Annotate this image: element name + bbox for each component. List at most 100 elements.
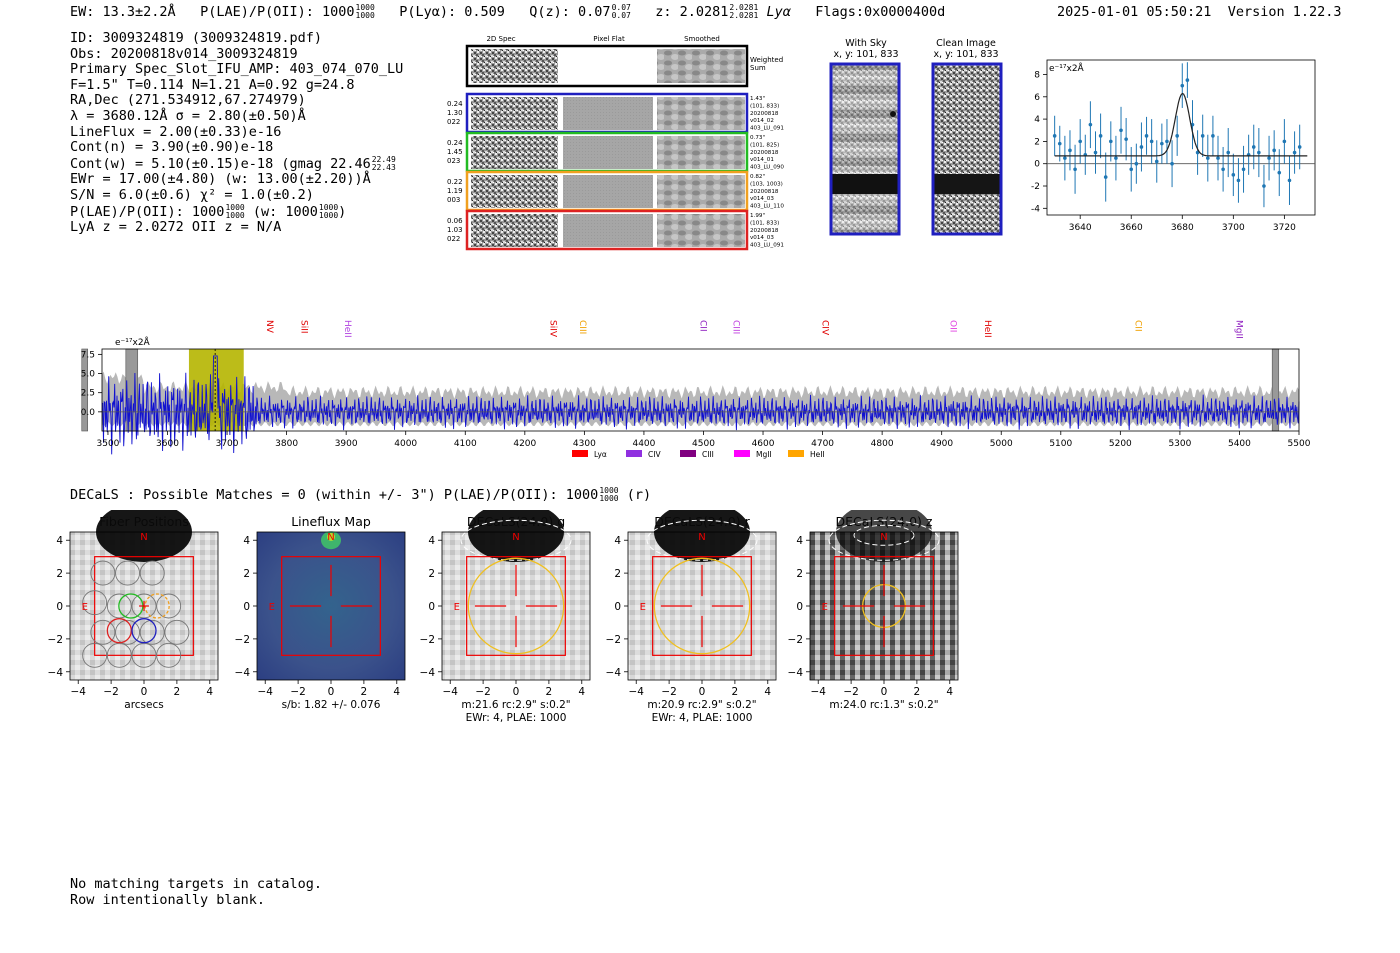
data-point — [1109, 139, 1113, 144]
plya-label: P(Lyα): — [399, 4, 457, 20]
cutout-row-right-label: (101, 833) — [750, 220, 779, 226]
cutout-row-smoothed — [657, 136, 745, 169]
plae-hi: 1000 — [355, 3, 375, 12]
cutout-row-left-label: 023 — [447, 157, 460, 165]
x-tick-label: 5200 — [1109, 439, 1132, 449]
line-label: SiII — [299, 320, 309, 334]
info-plae-close: ) — [338, 203, 347, 220]
info-plae-row: P(LAE)/P(OII): 1000 1000 1000 (w: 1000 1000… — [70, 202, 403, 221]
cutout-row-left-label: 1.45 — [447, 148, 463, 156]
cutout-row-left-label: 022 — [447, 235, 460, 243]
fiber-circle-blue — [131, 618, 157, 644]
cutout-row-left-label: 0.06 — [447, 217, 463, 225]
line-label: CIII — [577, 320, 587, 334]
info-plae-w: (w: 1000 — [252, 203, 318, 220]
z-hi: 2.0281 — [729, 3, 759, 12]
data-point — [1134, 161, 1139, 166]
data-point — [1282, 139, 1287, 144]
compass-north: N — [140, 532, 147, 543]
info-obs: Obs: 20200818v014_3009324819 — [70, 45, 298, 62]
y-tick-label: 2 — [1034, 137, 1040, 147]
y-tick-label: −4 — [48, 667, 64, 679]
x-tick-label: 4900 — [930, 439, 953, 449]
y-tick-label: 0.0 — [81, 408, 96, 418]
bright-star-halo — [836, 510, 932, 562]
fiber-circle — [164, 619, 190, 645]
masked-band — [81, 348, 89, 432]
y-tick-label: −2 — [606, 634, 621, 646]
data-point — [1068, 148, 1072, 153]
decals-summary: DECaLS : Possible Matches = 0 (within +/… — [70, 487, 599, 503]
cutout-row-right-label: (103, 1003) — [750, 181, 783, 187]
legend-label: MgII — [756, 450, 772, 459]
y-tick-label: -4 — [1031, 204, 1040, 214]
cutout-row-right-label: v014_03 — [750, 196, 774, 202]
fiber-circle — [131, 593, 157, 619]
x-tick-label: 3720 — [1273, 223, 1296, 233]
data-point — [1073, 167, 1077, 172]
info-contn: Cont(n) = 3.90(±0.90)e-18 — [70, 139, 274, 156]
y-tick-label: 2 — [796, 568, 803, 580]
y-tick-label: −2 — [788, 634, 803, 646]
y-tick-label: 0 — [243, 601, 250, 613]
search-box — [652, 556, 752, 656]
decals-caption-1: s/b: 1.82 +/- 0.076 — [282, 699, 381, 711]
decals-caption-2: EWr: 4, PLAE: 1000 — [652, 712, 753, 724]
line-label: CIV — [820, 320, 830, 336]
fiber-circle — [115, 560, 141, 586]
search-box — [466, 556, 566, 656]
y-tick-label: −4 — [420, 667, 436, 679]
x-tick-label: 0 — [141, 686, 148, 698]
qz-value: 0.07 — [578, 4, 611, 20]
cutout-row-right-label: 403_LU_091 — [750, 243, 784, 249]
clean-header: Clean Image x, y: 101, 833 — [926, 38, 1006, 60]
cutout-row-right-label: (101, 825) — [750, 142, 779, 148]
info-lambda: λ = 3680.12Å σ = 2.80(±0.50)Å — [70, 107, 306, 124]
x-tick-label: −2 — [290, 686, 305, 698]
decals-caption-2: EWr: 4, PLAE: 1000 — [466, 712, 567, 724]
timestamp: 2025-01-01 05:50:21 — [1057, 4, 1212, 20]
x-tick-label: 4 — [393, 686, 400, 698]
data-point — [1216, 156, 1220, 160]
footer-line2: Row intentionally blank. — [70, 891, 266, 908]
x-tick-label: 0 — [699, 686, 706, 698]
ew-label: EW: — [70, 4, 95, 20]
x-tick-label: 4 — [206, 686, 213, 698]
x-tick-label: 4100 — [454, 439, 477, 449]
decals-summary-lo: 1000 — [599, 494, 619, 503]
decals-summary-band: (r) — [626, 487, 652, 503]
data-point — [1124, 137, 1128, 141]
cutout-row-2d — [471, 175, 558, 208]
y-tick-label: 4 — [56, 535, 63, 547]
lineflux-peak-core — [327, 532, 335, 541]
with-sky-xy: x, y: 101, 833 — [833, 49, 899, 60]
info-plae-w-hi: 1000 — [318, 202, 339, 212]
data-point — [1165, 139, 1169, 144]
sky-images — [829, 62, 1003, 236]
y-tick-label: 0 — [796, 601, 803, 613]
compass-north: N — [698, 532, 705, 543]
x-tick-label: 5500 — [1288, 439, 1311, 449]
z-label: z: — [655, 4, 672, 20]
data-point — [1287, 178, 1292, 183]
flags: Flags:0x0000400d — [815, 4, 946, 20]
line-label: CIII — [730, 320, 740, 334]
line-label: SiIV — [547, 320, 557, 338]
compass-north: N — [880, 532, 887, 543]
search-box — [834, 556, 934, 656]
data-point — [1267, 156, 1271, 160]
x-tick-label: −4 — [257, 686, 273, 698]
cutout-row-right-label: v014_01 — [750, 157, 774, 163]
cutout-row-flat — [563, 136, 653, 169]
x-tick-label: 3640 — [1069, 223, 1092, 233]
spectrum-frame — [101, 348, 1300, 432]
x-tick-label: 4600 — [752, 439, 775, 449]
data-point — [1119, 128, 1123, 133]
cutout-row-right-label: 1.99" — [750, 213, 765, 219]
cutout-row-smoothed — [657, 97, 745, 130]
col-header-smoothed: Smoothed — [684, 35, 720, 43]
line-label: CII — [698, 320, 708, 332]
cutout-row-right-label: (101, 833) — [750, 103, 779, 109]
y-tick-label: 2 — [56, 568, 63, 580]
y-tick-label: 2.5 — [81, 389, 95, 399]
